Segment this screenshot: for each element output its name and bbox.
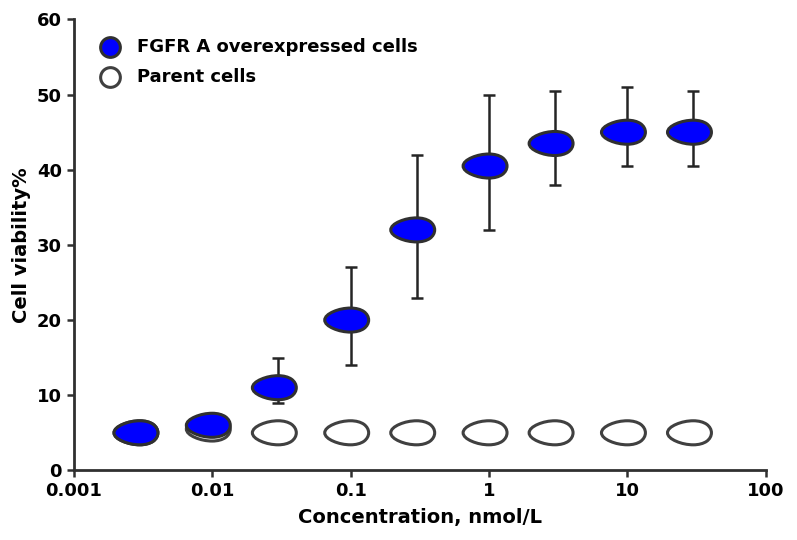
Ellipse shape xyxy=(602,120,646,144)
X-axis label: Concentration, nmol/L: Concentration, nmol/L xyxy=(298,509,542,528)
Ellipse shape xyxy=(253,421,296,445)
Ellipse shape xyxy=(186,417,230,441)
Ellipse shape xyxy=(463,421,507,445)
Legend: FGFR A overexpressed cells, Parent cells: FGFR A overexpressed cells, Parent cells xyxy=(83,29,427,95)
Ellipse shape xyxy=(668,120,712,144)
Ellipse shape xyxy=(391,218,434,242)
Ellipse shape xyxy=(186,413,230,437)
Ellipse shape xyxy=(529,421,573,445)
Ellipse shape xyxy=(668,421,712,445)
Y-axis label: Cell viability%: Cell viability% xyxy=(13,167,32,323)
Ellipse shape xyxy=(114,421,158,445)
Ellipse shape xyxy=(529,131,573,156)
Ellipse shape xyxy=(114,421,158,445)
Ellipse shape xyxy=(602,421,646,445)
Ellipse shape xyxy=(324,308,369,332)
Ellipse shape xyxy=(253,376,296,400)
Ellipse shape xyxy=(391,421,434,445)
Ellipse shape xyxy=(463,154,507,178)
Ellipse shape xyxy=(324,421,369,445)
